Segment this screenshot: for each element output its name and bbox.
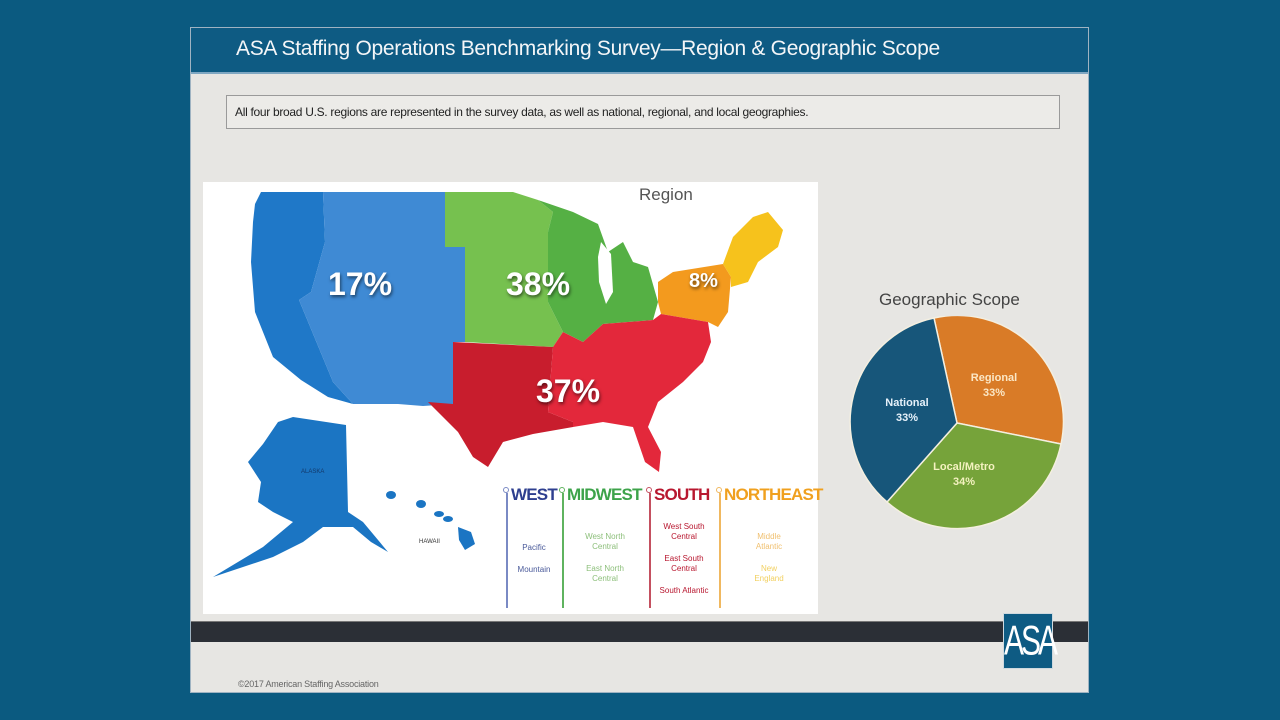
pie-slice-regional xyxy=(933,316,1065,445)
slide: ASA Staffing Operations Benchmarking Sur… xyxy=(190,27,1089,693)
legend-sub-mid-atlantic: Middle Atlantic xyxy=(755,532,783,551)
legend-sub-enc: East North Central xyxy=(586,564,624,583)
lake-michigan xyxy=(598,242,613,304)
map-region-midwest-wnc xyxy=(445,192,563,347)
region-map-panel: ALASKA HAWAII Region 17% 38% 37% 8% WEST… xyxy=(203,182,823,614)
pie-value-national: 33% xyxy=(896,412,918,424)
map-region-west-alaska xyxy=(213,417,388,577)
legend-heading-south: SOUTH xyxy=(654,485,710,504)
legend-heading-midwest: MIDWEST xyxy=(567,485,642,504)
title-bar: ASA Staffing Operations Benchmarking Sur… xyxy=(191,28,1088,74)
pie-label-local-metro: Local/Metro xyxy=(933,461,995,473)
map-region-south-wsc xyxy=(428,342,573,467)
legend-west: WEST Pacific Mountain xyxy=(503,485,558,610)
asa-logo-text: ASA xyxy=(1004,618,1058,665)
map-label-hawaii: HAWAII xyxy=(419,539,440,545)
legend-sub-mountain: Mountain xyxy=(517,565,551,574)
legend-sub-new-england: New England xyxy=(754,564,784,583)
map-region-south-esc-sa xyxy=(548,314,711,472)
pie-label-national: National xyxy=(885,397,928,409)
map-region-west-mountain xyxy=(299,192,465,406)
west-percent-label: 17% xyxy=(328,266,393,302)
northeast-percent-label: 8% xyxy=(689,270,718,292)
legend-sub-esc: East South Central xyxy=(664,554,704,573)
asa-logo: ASA xyxy=(1003,613,1058,669)
pie-value-local-metro: 34% xyxy=(953,476,975,488)
pie-label-regional: Regional xyxy=(971,372,1017,384)
legend-south: SOUTH West South Central East South Cent… xyxy=(646,485,716,610)
legend-sub-wsc: West South Central xyxy=(663,522,705,541)
geographic-scope-pie: Regional 33% Local/Metro 34% National 33… xyxy=(849,316,1065,530)
pie-slice-national xyxy=(849,317,958,504)
legend-midwest: MIDWEST West North Central East North Ce… xyxy=(559,485,645,610)
map-region-midwest-enc xyxy=(538,200,658,342)
region-legend: WEST Pacific Mountain MIDWEST West North… xyxy=(503,485,823,610)
legend-sub-wnc: West North Central xyxy=(585,532,625,551)
footer-band xyxy=(191,621,1088,642)
south-percent-label: 37% xyxy=(536,373,601,409)
us-region-map: ALASKA HAWAII xyxy=(213,192,783,577)
midwest-percent-label: 38% xyxy=(506,266,571,302)
callout-box: All four broad U.S. regions are represen… xyxy=(226,95,1060,129)
copyright-text: ©2017 American Staffing Association xyxy=(238,679,379,689)
legend-sub-pacific: Pacific xyxy=(522,543,546,552)
pie-title: Geographic Scope xyxy=(879,290,1020,309)
legend-heading-west: WEST xyxy=(511,485,558,504)
legend-sub-sa: South Atlantic xyxy=(659,586,709,595)
map-label-alaska: ALASKA xyxy=(301,469,324,475)
legend-heading-northeast: NORTHEAST xyxy=(724,485,823,504)
callout-text: All four broad U.S. regions are represen… xyxy=(235,105,809,119)
pie-slice-local-metro xyxy=(885,422,1062,530)
legend-northeast: NORTHEAST Middle Atlantic New England xyxy=(716,485,823,610)
map-region-northeast-mid-atlantic xyxy=(658,264,731,327)
pie-value-regional: 33% xyxy=(983,387,1005,399)
map-region-northeast-new-england xyxy=(723,212,783,287)
map-title: Region xyxy=(639,185,693,204)
map-region-west-hawaii xyxy=(386,491,475,550)
slide-title: ASA Staffing Operations Benchmarking Sur… xyxy=(236,37,940,60)
